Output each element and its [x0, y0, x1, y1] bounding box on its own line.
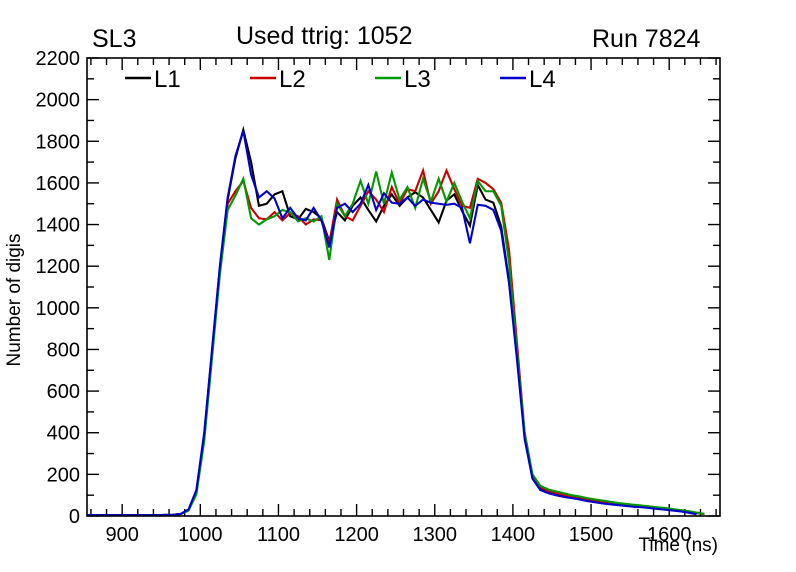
- y-tick-label: 800: [47, 339, 80, 361]
- y-tick-label: 600: [47, 381, 80, 403]
- x-axis-title: Time (ns): [638, 535, 718, 556]
- x-tick-label: 1500: [569, 524, 614, 546]
- run-label: Run 7824: [592, 25, 701, 53]
- legend-item-l1: L1: [125, 66, 181, 93]
- legend-item-l2: L2: [250, 66, 306, 93]
- x-tick-label: 1600: [647, 524, 692, 546]
- panel-label-sl3: SL3: [92, 25, 137, 53]
- y-tick-label: 0: [69, 506, 80, 528]
- x-tick-label: 900: [105, 524, 138, 546]
- series-line-l4: [87, 130, 697, 517]
- legend-label: L3: [404, 66, 431, 93]
- x-tick-label: 1300: [413, 524, 458, 546]
- y-tick-label: 1400: [36, 215, 81, 237]
- chart-title: Used ttrig: 1052: [236, 22, 413, 50]
- x-axis-tick-labels: 900 1000 1100 1200 1300 1400 1500 1600: [105, 524, 691, 546]
- legend-label: L4: [529, 66, 556, 93]
- x-axis-ticks: [90, 58, 717, 516]
- legend-item-l3: L3: [375, 66, 431, 93]
- y-tick-label: 1600: [36, 173, 81, 195]
- y-tick-label: 2200: [36, 48, 81, 70]
- x-tick-label: 1100: [257, 524, 300, 546]
- data-series-group: [87, 125, 705, 517]
- legend-label: L1: [154, 66, 181, 93]
- legend: L1 L2 L3 L4: [125, 66, 556, 93]
- y-tick-label: 2000: [36, 90, 81, 112]
- legend-item-l4: L4: [500, 66, 556, 93]
- y-tick-label: 200: [47, 464, 80, 486]
- legend-label: L2: [279, 66, 306, 93]
- y-tick-label: 1200: [36, 256, 81, 278]
- x-tick-label: 1200: [334, 524, 379, 546]
- y-axis-ticks: [87, 57, 720, 517]
- series-line-l2: [87, 166, 705, 517]
- y-tick-label: 1800: [36, 131, 81, 153]
- plot-frame: [86, 57, 721, 517]
- y-axis-tick-labels: 0 200 400 600 800 1000 1200 1400 1600 1800 2000 220…: [36, 48, 81, 528]
- y-axis-title: Number of digis: [4, 233, 25, 366]
- y-tick-label: 400: [47, 423, 80, 445]
- x-tick-label: 1400: [491, 524, 536, 546]
- y-tick-label: 1000: [36, 298, 81, 320]
- series-line-l3: [87, 168, 705, 517]
- x-tick-label: 1000: [178, 524, 223, 546]
